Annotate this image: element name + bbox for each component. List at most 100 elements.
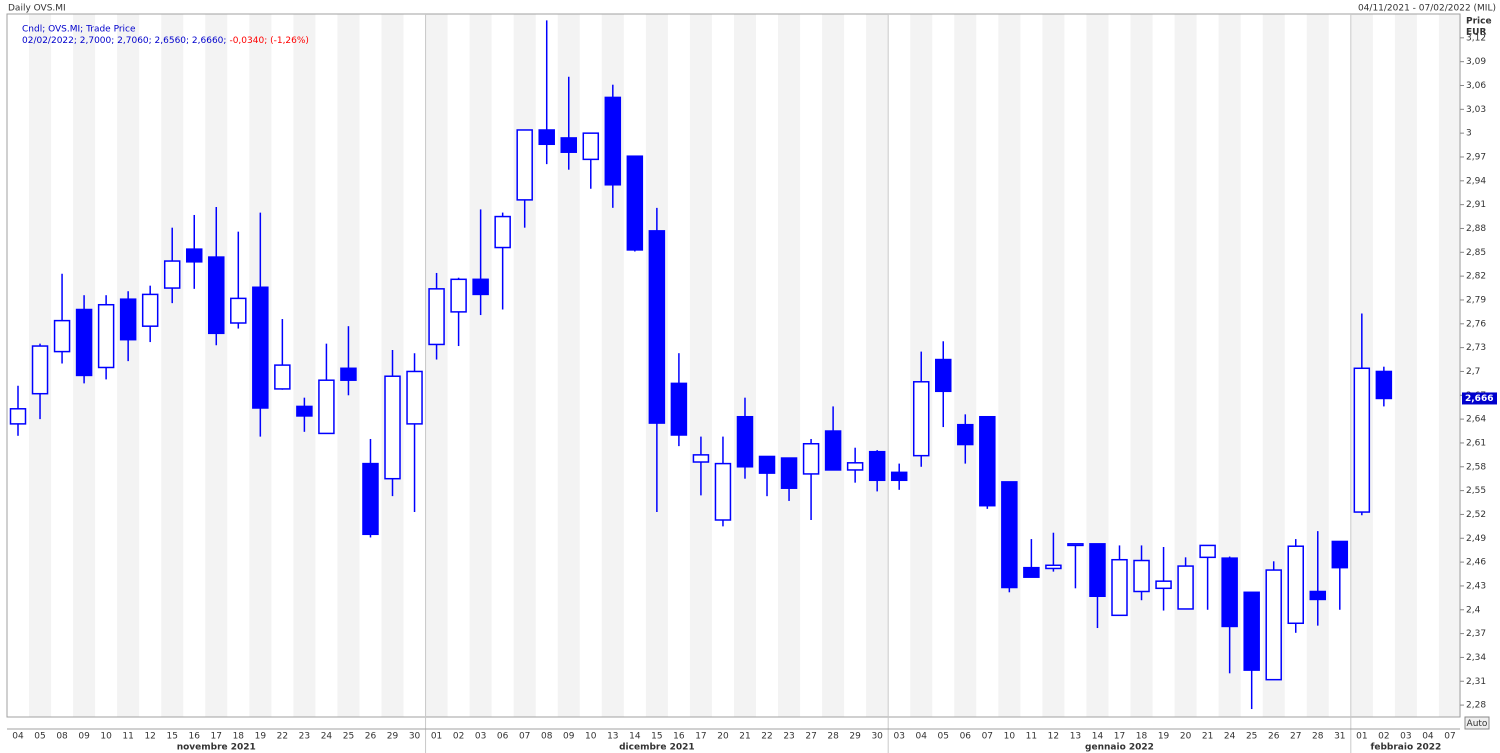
candle-body-down: [935, 358, 952, 393]
y-axis-unit: EUR: [1466, 28, 1486, 38]
x-tick-label: 25: [1246, 732, 1257, 742]
x-tick-label: 10: [585, 732, 597, 742]
candle-body-down: [538, 129, 555, 146]
candle-body-down: [670, 382, 688, 436]
candle-body-down: [560, 137, 577, 153]
candle-body-up: [53, 319, 71, 353]
x-tick-label: 03: [475, 732, 486, 742]
x-tick-label: 15: [651, 732, 662, 742]
candle-body-up: [1199, 544, 1216, 559]
y-tick-label: 3: [1466, 129, 1472, 139]
y-tick-label: 2,49: [1466, 534, 1486, 544]
candle-body-down: [1331, 540, 1349, 569]
x-tick-label: 12: [1048, 732, 1059, 742]
x-tick-label: 07: [982, 732, 993, 742]
y-tick-label: 2,31: [1466, 677, 1486, 687]
date-range: 04/11/2021 - 07/02/2022 (MIL): [1358, 4, 1496, 14]
x-tick-label: 17: [695, 732, 706, 742]
candle-body-down: [979, 415, 996, 507]
legend-change: -0,0340; (-1,26%): [229, 36, 309, 46]
month-label: novembre 2021: [177, 743, 256, 753]
y-tick-label: 3,09: [1466, 57, 1486, 67]
column-stripe: [601, 14, 624, 717]
x-tick-label: 21: [739, 732, 750, 742]
column-stripe: [293, 14, 316, 717]
auto-button[interactable]: [1464, 716, 1490, 730]
y-tick-label: 2,7: [1466, 367, 1480, 377]
x-tick-label: 22: [277, 732, 288, 742]
candle-body-up: [9, 408, 27, 425]
candle-body-down: [957, 423, 974, 446]
candle-body-up: [1177, 565, 1194, 610]
column-stripe: [1086, 14, 1109, 717]
candle-body-up: [1287, 545, 1304, 625]
candle-body-down: [472, 278, 489, 296]
x-tick-label: 24: [1224, 732, 1236, 742]
candle-body-down: [119, 298, 137, 341]
x-tick-label: 03: [893, 732, 904, 742]
candle-body-down: [626, 155, 644, 251]
candle-body-down: [1001, 481, 1018, 589]
x-tick-label: 01: [1356, 732, 1367, 742]
x-tick-label: 07: [519, 732, 530, 742]
x-tick-label: 14: [1092, 732, 1104, 742]
y-tick-label: 2,73: [1466, 343, 1486, 353]
x-tick-label: 26: [365, 732, 377, 742]
candle-body-down: [208, 256, 225, 335]
column-stripe: [205, 14, 228, 717]
y-tick-label: 3,03: [1466, 105, 1486, 115]
legend-name: Cndl; OVS.MI; Trade Price: [22, 25, 136, 35]
y-tick-label: 2,61: [1466, 438, 1486, 448]
candle-body-down: [824, 430, 842, 471]
candle-body-up: [1133, 559, 1150, 593]
candle-body-up: [230, 297, 247, 324]
x-tick-label: 16: [673, 732, 685, 742]
x-tick-label: 11: [1026, 732, 1037, 742]
x-tick-label: 03: [1400, 732, 1411, 742]
candle-body-up: [31, 345, 49, 395]
x-tick-label: 02: [453, 732, 464, 742]
x-tick-label: 29: [387, 732, 399, 742]
candle-body-down: [185, 248, 203, 263]
candle-body-down: [340, 367, 357, 381]
column-stripe: [557, 14, 580, 717]
y-tick-label: 2,55: [1466, 486, 1486, 496]
candle-body-up: [1353, 367, 1371, 513]
y-tick-label: 2,43: [1466, 581, 1486, 591]
y-tick-label: 2,79: [1466, 295, 1486, 305]
x-tick-label: 18: [1136, 732, 1148, 742]
candle-body-up: [450, 278, 467, 313]
chart-title: Daily OVS.MI: [8, 4, 66, 14]
candle-body-down: [1023, 566, 1040, 578]
auto-button-label[interactable]: Auto: [1467, 719, 1488, 729]
y-tick-label: 2,91: [1466, 200, 1486, 210]
y-tick-label: 2,82: [1466, 272, 1486, 282]
candle-body-down: [252, 286, 269, 409]
column-stripe: [1394, 14, 1417, 717]
x-tick-label: 23: [299, 732, 310, 742]
column-stripe: [822, 14, 845, 717]
y-tick-label: 2,88: [1466, 224, 1486, 234]
candle-body-up: [163, 260, 181, 289]
y-tick-label: 2,28: [1466, 701, 1486, 711]
column-stripe: [1174, 14, 1197, 717]
candle-body-up: [1067, 543, 1084, 547]
candle-body-up: [141, 293, 159, 327]
x-tick-label: 01: [431, 732, 442, 742]
candle-body-down: [1375, 370, 1393, 400]
candle-body-down: [648, 230, 666, 424]
x-tick-label: 20: [1180, 732, 1192, 742]
legend-values-text: 02/02/2022; 2,7000; 2,7060; 2,6560; 2,66…: [22, 36, 226, 46]
last-price-box: [1462, 392, 1497, 405]
y-tick-label: 2,64: [1466, 415, 1486, 425]
candle-body-down: [362, 462, 379, 536]
column-stripe: [1262, 14, 1285, 717]
x-tick-label: 26: [1268, 732, 1280, 742]
x-tick-label: 04: [1422, 732, 1434, 742]
y-tick-label: 2,94: [1466, 176, 1486, 186]
y-tick-label: 2,52: [1466, 510, 1486, 520]
column-stripe: [469, 14, 492, 717]
column-stripe: [1042, 14, 1065, 717]
candle-body-down: [1221, 557, 1238, 628]
